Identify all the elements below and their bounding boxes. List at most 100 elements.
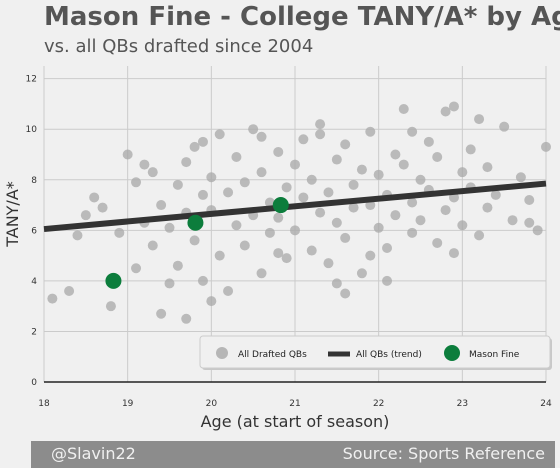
drafted-qb-point xyxy=(114,227,125,238)
drafted-qb-point xyxy=(239,240,250,251)
drafted-qb-point xyxy=(189,141,200,152)
drafted-qb-point xyxy=(164,278,175,289)
y-tick-label: 2 xyxy=(31,327,37,337)
drafted-qb-point xyxy=(356,268,367,279)
drafted-qb-point xyxy=(264,197,275,208)
drafted-qb-point xyxy=(172,260,183,271)
drafted-qb-point xyxy=(474,230,485,241)
drafted-qb-point xyxy=(164,222,175,233)
drafted-qb-point xyxy=(298,192,309,203)
drafted-qb-point xyxy=(306,174,317,185)
legend-drafted-label: All Drafted QBs xyxy=(238,350,307,360)
drafted-qb-point xyxy=(382,275,393,286)
drafted-qb-point xyxy=(398,159,409,170)
drafted-qb-point xyxy=(465,144,476,155)
legend-fine-marker xyxy=(444,345,460,361)
mason-fine-point xyxy=(187,214,204,231)
source-credit: Source: Sports Reference xyxy=(342,444,545,463)
drafted-qb-point xyxy=(490,189,501,200)
drafted-qb-point xyxy=(315,129,326,140)
legend-drafted-marker xyxy=(216,347,228,359)
drafted-qb-point xyxy=(97,202,108,213)
drafted-qb-point xyxy=(407,126,418,137)
drafted-qb-point xyxy=(47,293,58,304)
drafted-qb-point xyxy=(507,215,518,226)
drafted-qb-point xyxy=(348,179,359,190)
drafted-qb-point xyxy=(440,106,451,117)
trend-line xyxy=(43,180,547,233)
drafted-qb-points xyxy=(47,101,551,324)
y-tick-label: 10 xyxy=(26,125,38,135)
drafted-qb-point xyxy=(365,250,376,261)
drafted-qb-point xyxy=(105,301,116,312)
legend-box xyxy=(199,335,551,369)
y-axis-label: TANY/A* xyxy=(3,181,22,248)
drafted-qb-point xyxy=(390,149,401,160)
drafted-qb-point xyxy=(214,129,225,140)
drafted-qb-point xyxy=(147,167,158,178)
drafted-qb-point xyxy=(239,177,250,188)
x-tick-label: 21 xyxy=(289,399,300,409)
drafted-qb-point xyxy=(365,126,376,137)
drafted-qb-point xyxy=(524,194,535,205)
chart-subtitle: vs. all QBs drafted since 2004 xyxy=(44,36,314,57)
drafted-qb-point xyxy=(131,263,142,274)
drafted-qb-point xyxy=(231,220,242,231)
drafted-qb-point xyxy=(532,225,543,236)
legend-trend-label: All QBs (trend) xyxy=(356,350,422,360)
drafted-qb-point xyxy=(348,202,359,213)
y-tick-label: 4 xyxy=(31,277,37,287)
drafted-qb-point xyxy=(64,285,75,296)
x-tick-label: 20 xyxy=(206,399,218,409)
y-tick-label: 6 xyxy=(31,226,37,236)
y-tick-label: 8 xyxy=(31,176,37,186)
y-tick-label: 12 xyxy=(26,75,37,85)
drafted-qb-point xyxy=(340,288,351,299)
mason-fine-points xyxy=(105,197,289,289)
drafted-qb-point xyxy=(156,200,167,211)
drafted-qb-point xyxy=(390,210,401,221)
drafted-qb-point xyxy=(331,217,342,228)
drafted-qb-point xyxy=(524,217,535,228)
drafted-qb-point xyxy=(382,243,393,254)
drafted-qb-point xyxy=(197,136,208,147)
drafted-qb-point xyxy=(197,189,208,200)
drafted-qb-point xyxy=(223,187,234,198)
drafted-qb-point xyxy=(223,285,234,296)
x-tick-label: 18 xyxy=(38,399,50,409)
drafted-qb-point xyxy=(457,220,468,231)
drafted-qb-point xyxy=(331,154,342,165)
drafted-qb-point xyxy=(214,250,225,261)
drafted-qb-point xyxy=(306,245,317,256)
drafted-qb-point xyxy=(474,114,485,125)
drafted-qb-point xyxy=(298,134,309,145)
drafted-qb-point xyxy=(131,177,142,188)
drafted-qb-point xyxy=(290,225,300,236)
legend-fine-label: Mason Fine xyxy=(469,350,520,360)
drafted-qb-point xyxy=(340,139,351,150)
drafted-qb-point xyxy=(197,275,208,286)
drafted-qb-point xyxy=(273,248,284,259)
x-tick-label: 24 xyxy=(540,399,552,409)
drafted-qb-point xyxy=(541,141,551,152)
drafted-qb-point xyxy=(147,240,158,251)
drafted-qb-point xyxy=(281,182,292,193)
drafted-qb-point xyxy=(415,215,426,226)
author-handle: @Slavin22 xyxy=(51,444,136,463)
drafted-qb-point xyxy=(315,119,326,130)
chart-title: Mason Fine - College TANY/A* by Age xyxy=(44,2,560,32)
drafted-qb-point xyxy=(457,167,468,178)
y-tick-labels: 0 2 4 6 8 10 12 xyxy=(26,75,38,388)
drafted-qb-point xyxy=(432,152,443,163)
x-tick-labels: 18 19 20 21 22 23 24 xyxy=(38,399,552,409)
drafted-qb-point xyxy=(89,192,100,203)
legend: All Drafted QBs All QBs (trend) Mason Fi… xyxy=(199,335,552,370)
drafted-qb-point xyxy=(290,159,300,170)
drafted-qb-point xyxy=(181,313,192,324)
x-axis-label: Age (at start of season) xyxy=(201,412,390,431)
drafted-qb-point xyxy=(415,174,426,185)
drafted-qb-point xyxy=(448,101,459,112)
drafted-qb-point xyxy=(315,207,326,218)
drafted-qb-point xyxy=(432,237,443,248)
drafted-qb-point xyxy=(264,227,275,238)
